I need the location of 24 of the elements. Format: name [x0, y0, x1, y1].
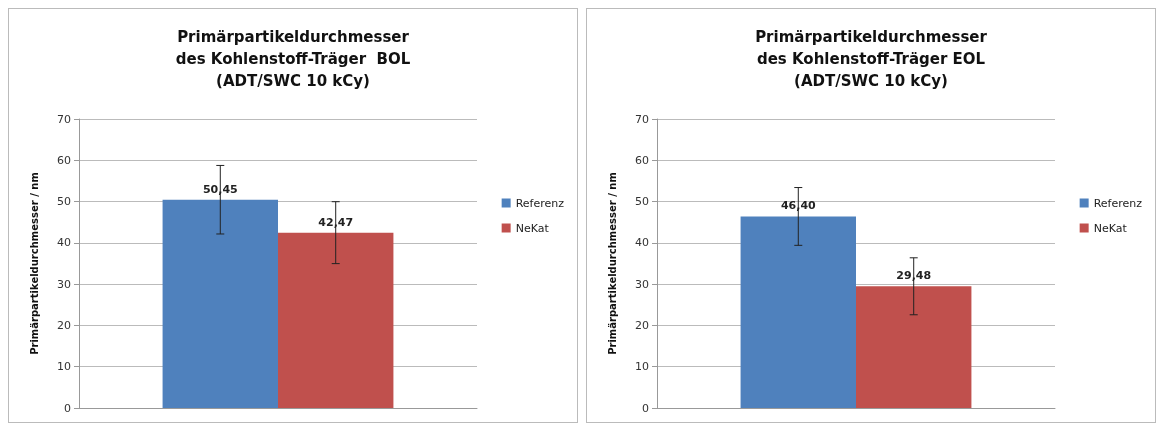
y-tick-label: 70	[635, 112, 649, 126]
y-tick-label: 30	[635, 277, 649, 291]
y-axis-title: Primärpartikeldurchmesser / nm	[28, 172, 40, 355]
y-tick-label: 70	[57, 112, 71, 126]
legend-label: Referenz	[1093, 196, 1143, 210]
y-tick-label: 40	[57, 236, 71, 250]
legend-label: NeKat	[515, 221, 550, 235]
y-tick-label: 20	[57, 318, 71, 332]
y-tick-label: 50	[57, 195, 71, 209]
y-tick-label: 20	[635, 318, 649, 332]
y-axis-title: Primärpartikeldurchmesser / nm	[606, 172, 618, 355]
legend-label: Referenz	[515, 196, 565, 210]
y-tick-label: 0	[642, 401, 649, 415]
legend-label: NeKat	[1093, 221, 1128, 235]
y-tick-label: 50	[635, 195, 649, 209]
y-tick-label: 40	[635, 236, 649, 250]
y-tick-label: 60	[635, 153, 649, 167]
y-tick-label: 10	[57, 360, 71, 374]
y-tick-label: 0	[64, 401, 71, 415]
y-tick-label: 60	[57, 153, 71, 167]
chart-title: Primärpartikeldurchmesser des Kohlenstoff-Träger BOL (ADT/SWC 10 kCy)	[175, 28, 411, 90]
chart-title: Primärpartikeldurchmesser des Kohlenstoff-Träger EOL (ADT/SWC 10 kCy)	[755, 28, 988, 90]
y-tick-label: 10	[635, 360, 649, 374]
y-tick-label: 30	[57, 277, 71, 291]
